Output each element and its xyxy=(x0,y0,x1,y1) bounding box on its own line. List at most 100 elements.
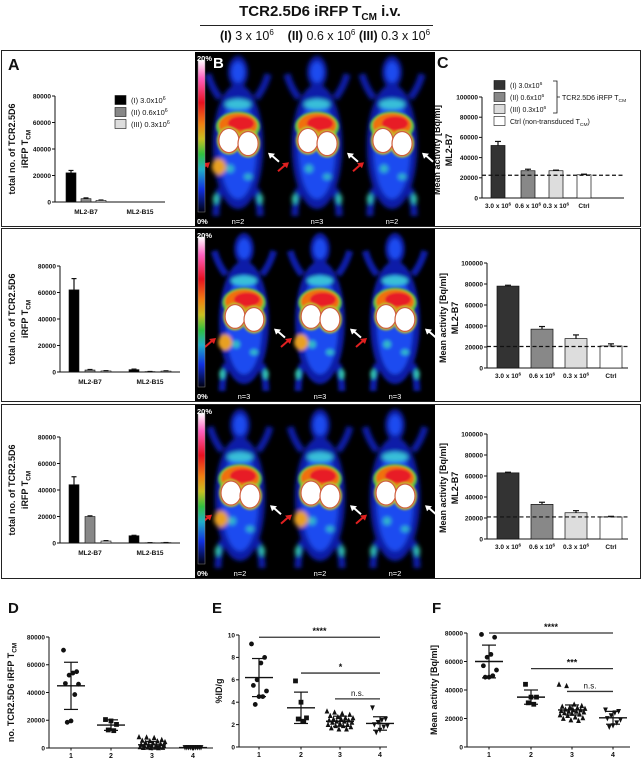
data-point-triangle-up xyxy=(576,717,581,724)
significance-label: **** xyxy=(312,626,327,636)
data-point-circle xyxy=(488,651,494,657)
panel-d-scatter: 0 20000 40000 60000 80000 1 2 3 4 no. TCR2.5D6 iR… xyxy=(6,600,213,760)
shoulder-signal xyxy=(303,99,331,110)
panel-c-chart-row2: 0 20000 40000 60000 80000 100000 3.0 x 106 0.6 … xyxy=(438,260,628,380)
tumor-signal xyxy=(294,334,309,351)
kidney-right xyxy=(319,306,341,332)
white-arrow-icon xyxy=(425,328,437,339)
legend-label: (I) 3.0x106 xyxy=(131,96,166,105)
spot-signal xyxy=(398,173,407,180)
spot-signal xyxy=(249,349,258,356)
data-point-square xyxy=(293,678,298,684)
data-point-circle xyxy=(252,702,258,707)
white-arrow-icon-head xyxy=(425,328,432,335)
data-point-circle xyxy=(64,719,70,725)
data-point-triangle-up xyxy=(325,721,331,727)
limbs-region xyxy=(286,425,354,569)
row-panel-2 xyxy=(1,228,641,402)
mouse-pet-image xyxy=(210,233,278,392)
kidney-left xyxy=(220,480,242,506)
data-point-circle xyxy=(484,654,490,660)
kidney-right xyxy=(243,306,265,332)
liver-core xyxy=(385,292,411,307)
data-point-circle xyxy=(258,660,264,666)
y-tick-label: 60000 xyxy=(33,120,51,127)
y-tick-label: 6 xyxy=(231,677,235,684)
y-tick-label: 20000 xyxy=(460,175,478,182)
head-core xyxy=(389,415,401,435)
head-core xyxy=(234,415,246,435)
bar xyxy=(95,200,107,203)
spot-signal xyxy=(325,349,334,356)
title-end: i.v. xyxy=(376,3,401,20)
y-axis-label: iRFP TCM xyxy=(20,130,33,168)
white-arrow-icon-head xyxy=(347,152,354,159)
data-point-triangle-up xyxy=(350,714,356,721)
significance-label: n.s. xyxy=(584,681,597,690)
y-tick-label: 40000 xyxy=(38,487,56,494)
y-tick-label: 8 xyxy=(231,655,235,662)
x-tick-label: Ctrl xyxy=(605,373,616,380)
y-axis-label: ML2-B7 xyxy=(450,302,460,335)
sample-size-label: n=3 xyxy=(311,217,324,226)
tumor-signal xyxy=(211,158,226,175)
tumor-signal xyxy=(218,334,233,351)
head-core xyxy=(310,62,324,83)
kidney-right xyxy=(237,130,259,157)
spot-signal xyxy=(379,164,388,173)
white-arrow-icon-head xyxy=(425,505,432,512)
data-point-triangle-up xyxy=(327,712,333,719)
shoulder-signal xyxy=(307,452,333,462)
color-scale-min-label: 0% xyxy=(197,217,208,226)
data-point-triangle-up xyxy=(566,708,572,714)
spot-signal xyxy=(339,546,345,556)
spot-signal xyxy=(262,369,269,380)
data-point-triangle-up xyxy=(557,712,563,718)
spot-signal xyxy=(326,526,334,532)
legend-bracket xyxy=(553,80,560,114)
data-point-circle xyxy=(494,667,499,673)
data-point-circle xyxy=(264,688,269,694)
sample-size-label: n=2 xyxy=(386,217,399,226)
data-point-triangle-down xyxy=(370,705,375,711)
white-arrow-icon-head xyxy=(422,152,429,159)
spot-signal xyxy=(232,340,241,349)
liver-core xyxy=(385,469,411,483)
liver-core xyxy=(227,116,255,131)
data-point-triangle-up xyxy=(324,708,330,714)
data-point-triangle-up xyxy=(151,734,157,740)
data-point-triangle-up xyxy=(564,682,569,689)
spot-signal xyxy=(219,369,226,380)
data-point-square xyxy=(295,716,301,722)
x-tick-label: Ctrl xyxy=(578,203,589,210)
x-tick-label: Ctrl xyxy=(605,544,616,551)
dose-exp: 6 xyxy=(269,28,274,37)
red-arrow-icon-head xyxy=(357,162,364,169)
data-point-triangle-up xyxy=(345,721,350,727)
legend-swatch xyxy=(114,107,127,117)
legend-label: Ctrl (non-transduced TCM) xyxy=(510,119,590,128)
limbs-region xyxy=(358,73,426,217)
x-tick-label: 1 xyxy=(487,752,491,759)
kidney-left xyxy=(218,127,240,154)
significance-label: *** xyxy=(567,658,578,668)
shoulder-signal xyxy=(227,452,253,462)
legend-swatch xyxy=(493,116,506,126)
liver-core xyxy=(234,292,260,307)
y-tick-label: 40000 xyxy=(27,690,45,697)
bar xyxy=(496,472,520,540)
head-core xyxy=(238,238,250,259)
title-divider xyxy=(200,25,433,26)
data-point-circle xyxy=(62,681,68,686)
data-point-triangle-up xyxy=(572,714,578,720)
x-tick-label: 1 xyxy=(69,753,73,760)
kidney-left xyxy=(300,303,322,329)
data-point-triangle-up xyxy=(560,715,566,721)
spot-signal xyxy=(366,193,373,204)
panel-a-chart-row3: 0 20000 40000 60000 80000 ML2-B7 ML2-B15 total … xyxy=(7,434,180,557)
bar xyxy=(530,328,554,369)
bar xyxy=(84,516,96,544)
data-point-triangle-down xyxy=(379,717,385,724)
bar xyxy=(84,369,96,373)
